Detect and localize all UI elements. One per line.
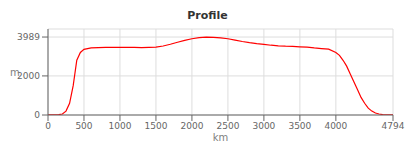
html-text:Profile: Profile [187, 9, 228, 22]
svg-text:2000: 2000 [180, 121, 203, 131]
svg-text:4794: 4794 [382, 121, 405, 131]
svg-text:2500: 2500 [216, 121, 239, 131]
svg-text:m: m [10, 67, 20, 78]
svg-text:500: 500 [75, 121, 92, 131]
svg-text:0: 0 [45, 121, 51, 131]
svg-text:km: km [213, 132, 229, 141]
svg-text:0: 0 [34, 110, 40, 120]
svg-text:2000: 2000 [17, 71, 40, 81]
svg-text:3000: 3000 [252, 121, 275, 131]
svg-text:3500: 3500 [288, 121, 311, 131]
svg-text:3989: 3989 [17, 32, 40, 42]
svg-text:1500: 1500 [144, 121, 167, 131]
svg-text:1000: 1000 [109, 121, 132, 131]
svg-text:4000: 4000 [324, 121, 347, 131]
